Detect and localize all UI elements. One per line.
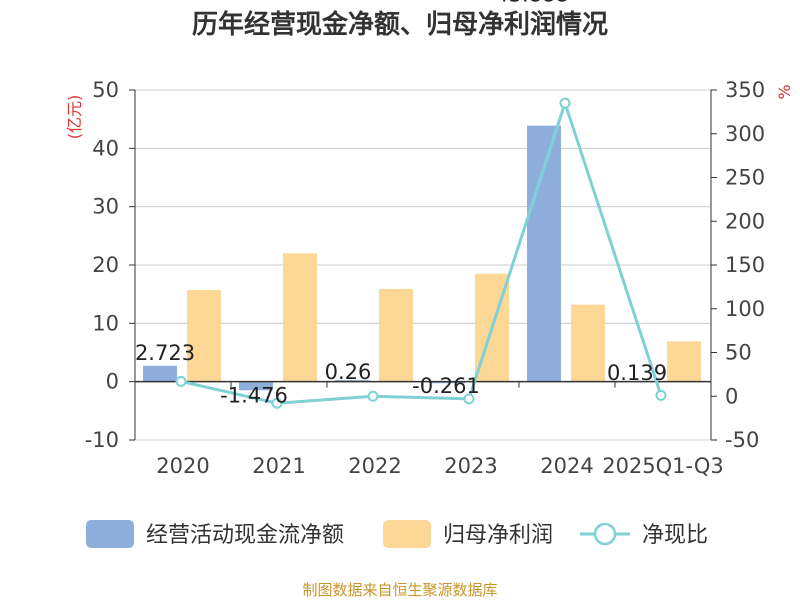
left-tick-label: 0 [106, 370, 119, 394]
bar-net-profit [571, 304, 605, 382]
left-tick-label: 10 [92, 311, 119, 335]
data-label-cash-flow: -1.476 [220, 383, 288, 407]
x-tick-label: 2020 [156, 454, 209, 478]
ratio-line-path [180, 98, 663, 405]
data-label-cash-flow: 0.26 [325, 360, 372, 384]
right-tick-label: 100 [725, 297, 765, 321]
left-tick-label: 20 [92, 253, 119, 277]
right-tick-label: 50 [725, 341, 752, 365]
data-label-cash-flow: 2.723 [135, 341, 195, 365]
chart-title: 历年经营现金净额、归母净利润情况 [192, 9, 608, 40]
ratio-point [175, 375, 187, 387]
bar-net-profit [379, 288, 413, 382]
x-tick-label: 2024 [540, 454, 593, 478]
left-axis-ticks: -10 0 10 20 30 40 50 [85, 78, 119, 452]
legend-swatch [86, 520, 134, 548]
data-label-cash-flow: -0.261 [412, 374, 480, 398]
legend-label: 净现比 [642, 523, 708, 548]
x-axis-ticks: 2020 2021 2022 2023 2024 2025Q1-Q3 [156, 454, 724, 478]
ratio-point [271, 397, 283, 409]
ratio-point [367, 390, 379, 402]
left-tick-label: 50 [92, 78, 119, 102]
bar-net-profit [283, 253, 317, 382]
bar-cash-flow [431, 381, 465, 384]
legend-label: 归母净利润 [443, 523, 553, 548]
right-tick-label: 200 [725, 209, 765, 233]
axes [129, 89, 712, 441]
right-tick-label: 150 [725, 253, 765, 277]
legend-label: 经营活动现金流净额 [146, 523, 344, 548]
bar-net-profit [667, 341, 701, 382]
ratio-line [175, 97, 667, 409]
right-axis-ticks: -50 0 50 100 150 200 250 300 350 [711, 78, 765, 452]
right-tick-label: -50 [725, 428, 759, 452]
x-tick-label: 2025Q1-Q3 [602, 454, 724, 478]
x-tick-label: 2023 [444, 454, 497, 478]
left-axis-label: (亿元) [65, 95, 84, 140]
ratio-point [655, 389, 667, 401]
bar-cash-flow [239, 381, 273, 391]
right-tick-label: 250 [725, 166, 765, 190]
legend-swatch [383, 520, 431, 548]
data-labels: 2.723 -1.476 0.26 -0.261 43.888 0.139 [135, 0, 667, 407]
bar-cash-flow [335, 380, 369, 382]
x-tick-label: 2022 [348, 454, 401, 478]
x-tick-label: 2021 [252, 454, 305, 478]
data-label-cash-flow: 0.139 [607, 361, 667, 385]
left-tick-label: 40 [92, 136, 119, 160]
left-tick-label: -10 [85, 428, 119, 452]
bars [143, 125, 701, 391]
bar-cash-flow [143, 365, 177, 382]
source-note: 制图数据来自恒生聚源数据库 [302, 581, 497, 599]
ratio-point [463, 393, 475, 405]
ratio-point [559, 97, 571, 109]
data-label-cash-flow: 43.888 [495, 0, 568, 7]
right-axis-label: % [775, 84, 794, 99]
right-tick-label: 0 [725, 384, 738, 408]
right-tick-label: 350 [725, 78, 765, 102]
legend: 经营活动现金流净额 归母净利润 净现比 [86, 520, 708, 548]
legend-marker [593, 522, 617, 546]
left-tick-label: 30 [92, 195, 119, 219]
bar-net-profit [187, 290, 221, 382]
right-tick-label: 300 [725, 122, 765, 146]
